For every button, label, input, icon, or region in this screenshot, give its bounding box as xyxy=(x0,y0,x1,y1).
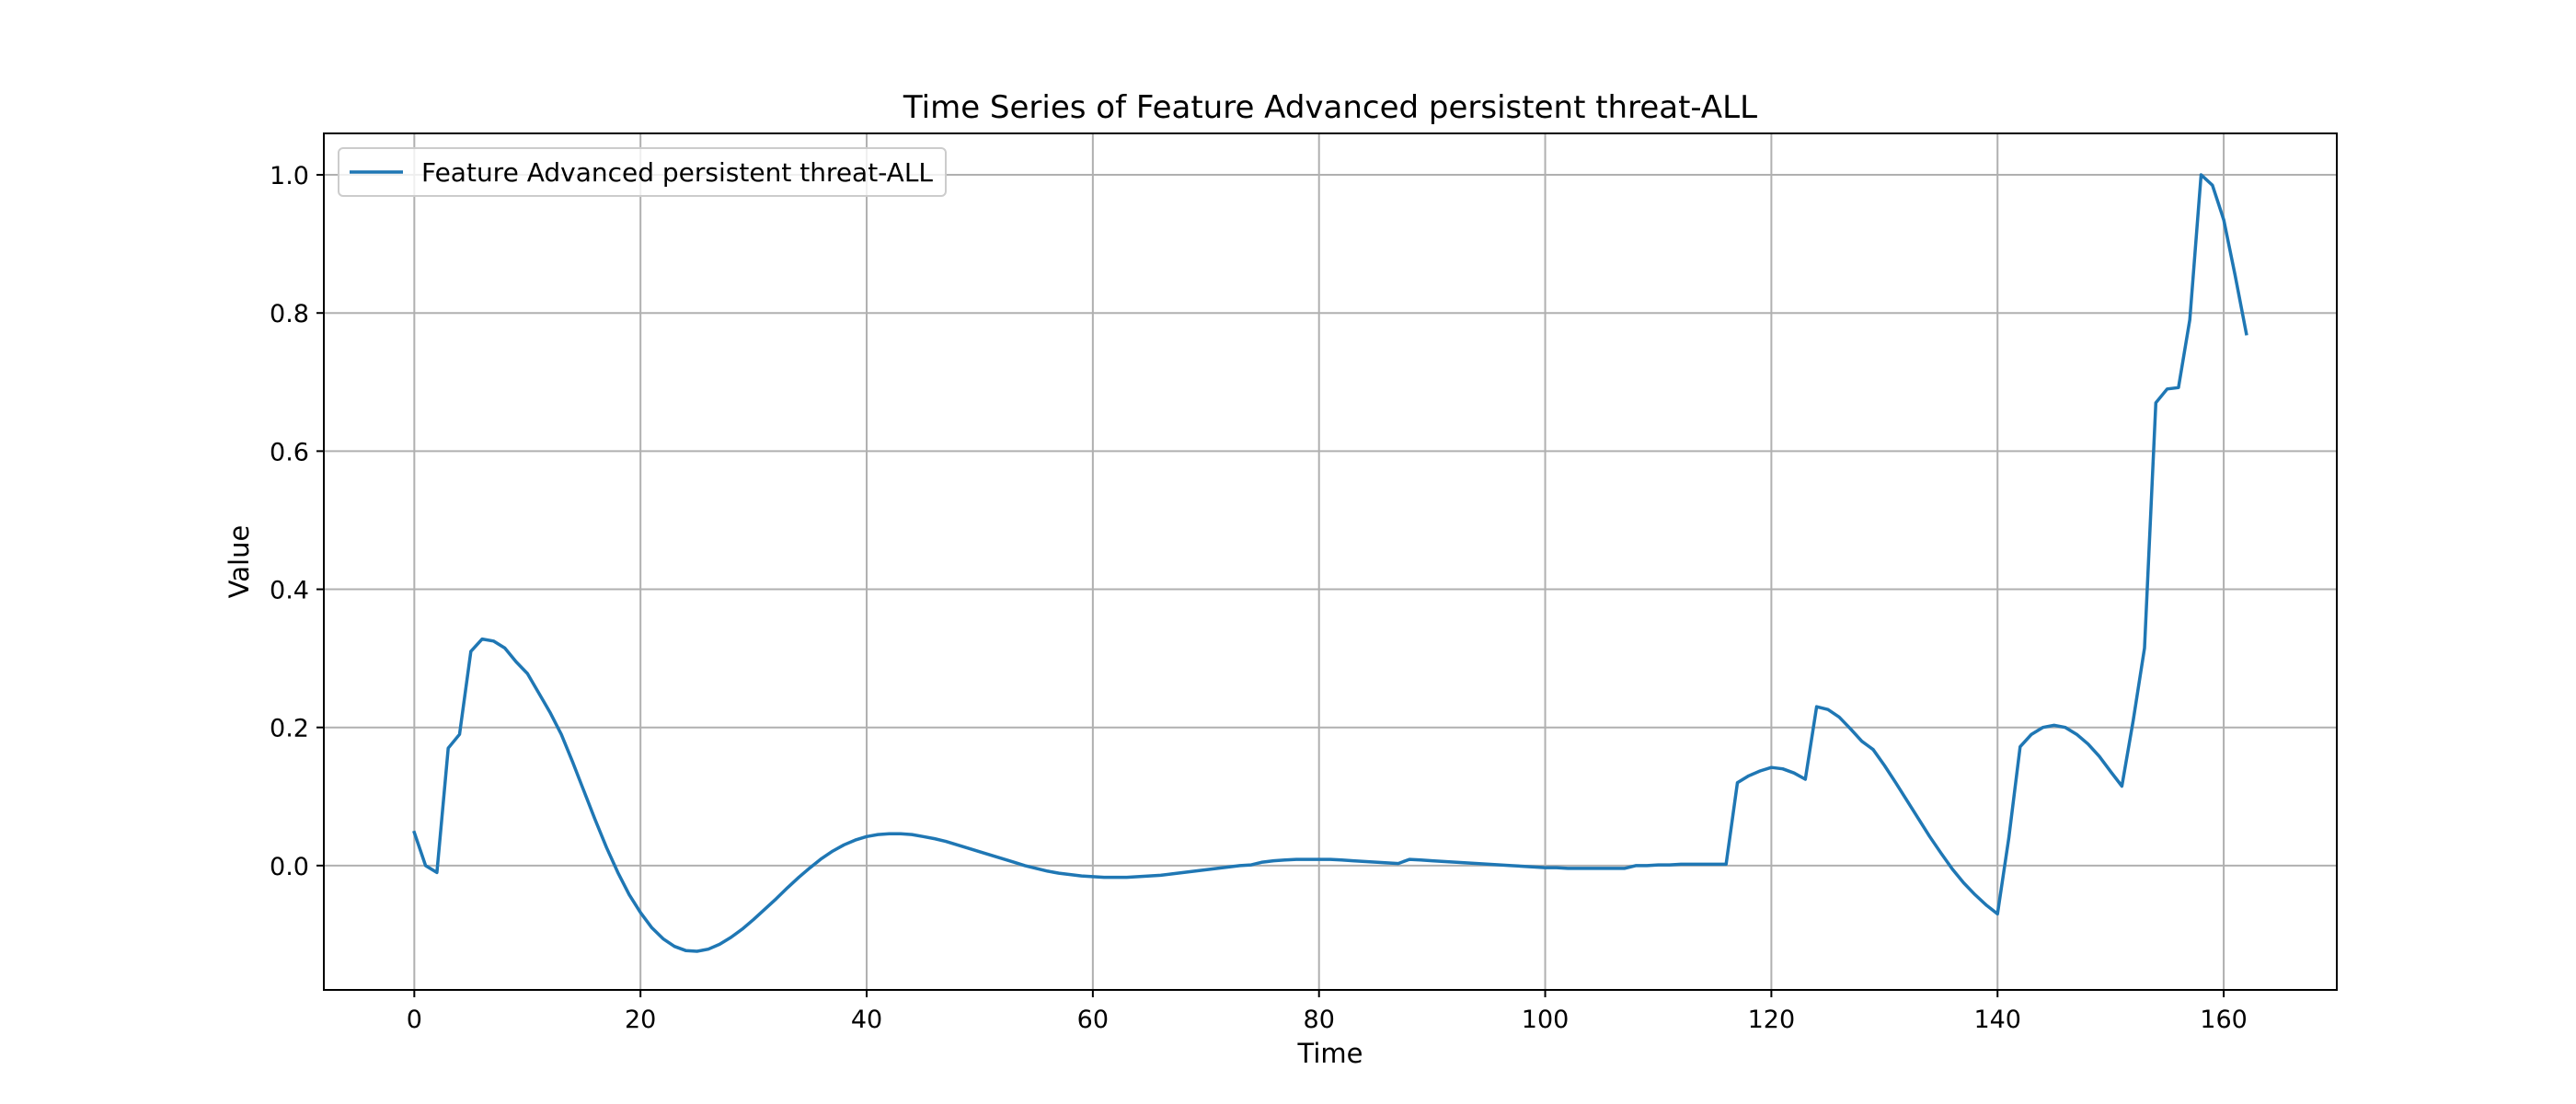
legend-label: Feature Advanced persistent threat-ALL xyxy=(421,157,933,188)
x-tick-label: 160 xyxy=(2200,1006,2248,1034)
y-tick-label: 1.0 xyxy=(270,162,309,190)
legend-box xyxy=(338,147,947,197)
y-axis-label: Value xyxy=(224,525,255,599)
y-tick-label: 0.4 xyxy=(270,577,309,605)
chart-title: Time Series of Feature Advanced persiste… xyxy=(903,89,1757,126)
x-tick-label: 80 xyxy=(1304,1006,1335,1034)
series-line xyxy=(412,173,2248,953)
series-layer xyxy=(412,173,2248,953)
plot-frame xyxy=(323,132,2338,991)
x-tick-label: 60 xyxy=(1077,1006,1109,1034)
x-tick-label: 140 xyxy=(1973,1006,2021,1034)
x-axis-label: Time xyxy=(1297,1038,1363,1069)
x-tick-label: 20 xyxy=(625,1006,656,1034)
y-tick-label: 0.2 xyxy=(270,715,309,743)
y-tick-label: 0.0 xyxy=(270,853,309,881)
y-tick-label: 0.6 xyxy=(270,438,309,466)
x-tick-label: 120 xyxy=(1748,1006,1796,1034)
x-tick-label: 100 xyxy=(1522,1006,1570,1034)
legend: Feature Advanced persistent threat-ALL xyxy=(338,147,947,197)
grid xyxy=(324,133,2337,990)
axis-ticks: 0 20 40 60 80 100 120 140 160 0.0 0.2 0.4 0.6 0.8 1.0 xyxy=(270,162,2248,1034)
x-tick-label: 40 xyxy=(851,1006,882,1034)
y-tick-label: 0.8 xyxy=(270,300,309,328)
x-tick-label: 0 xyxy=(407,1006,422,1034)
